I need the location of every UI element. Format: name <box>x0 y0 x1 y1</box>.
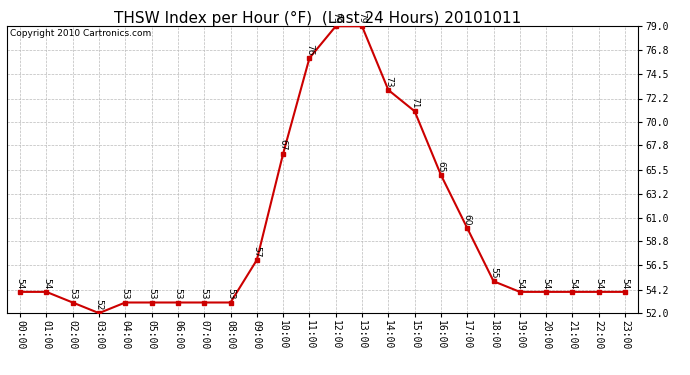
Text: 54: 54 <box>620 278 629 289</box>
Text: 53: 53 <box>121 288 130 300</box>
Text: 53: 53 <box>68 288 77 300</box>
Text: 53: 53 <box>173 288 182 300</box>
Text: 76: 76 <box>305 44 314 55</box>
Text: Copyright 2010 Cartronics.com: Copyright 2010 Cartronics.com <box>10 29 151 38</box>
Text: 60: 60 <box>463 214 472 225</box>
Text: 53: 53 <box>199 288 208 300</box>
Text: 54: 54 <box>542 278 551 289</box>
Text: 54: 54 <box>16 278 25 289</box>
Text: 55: 55 <box>489 267 498 279</box>
Text: 54: 54 <box>594 278 603 289</box>
Text: 54: 54 <box>515 278 524 289</box>
Text: 54: 54 <box>568 278 577 289</box>
Text: THSW Index per Hour (°F)  (Last 24 Hours) 20101011: THSW Index per Hour (°F) (Last 24 Hours)… <box>114 11 521 26</box>
Text: 54: 54 <box>42 278 51 289</box>
Text: 57: 57 <box>253 246 262 257</box>
Text: 52: 52 <box>95 299 103 310</box>
Text: 79: 79 <box>331 12 340 24</box>
Text: 79: 79 <box>357 12 366 24</box>
Text: 67: 67 <box>279 140 288 151</box>
Text: 71: 71 <box>410 97 419 108</box>
Text: 73: 73 <box>384 76 393 87</box>
Text: 53: 53 <box>147 288 156 300</box>
Text: 65: 65 <box>437 161 446 172</box>
Text: 53: 53 <box>226 288 235 300</box>
